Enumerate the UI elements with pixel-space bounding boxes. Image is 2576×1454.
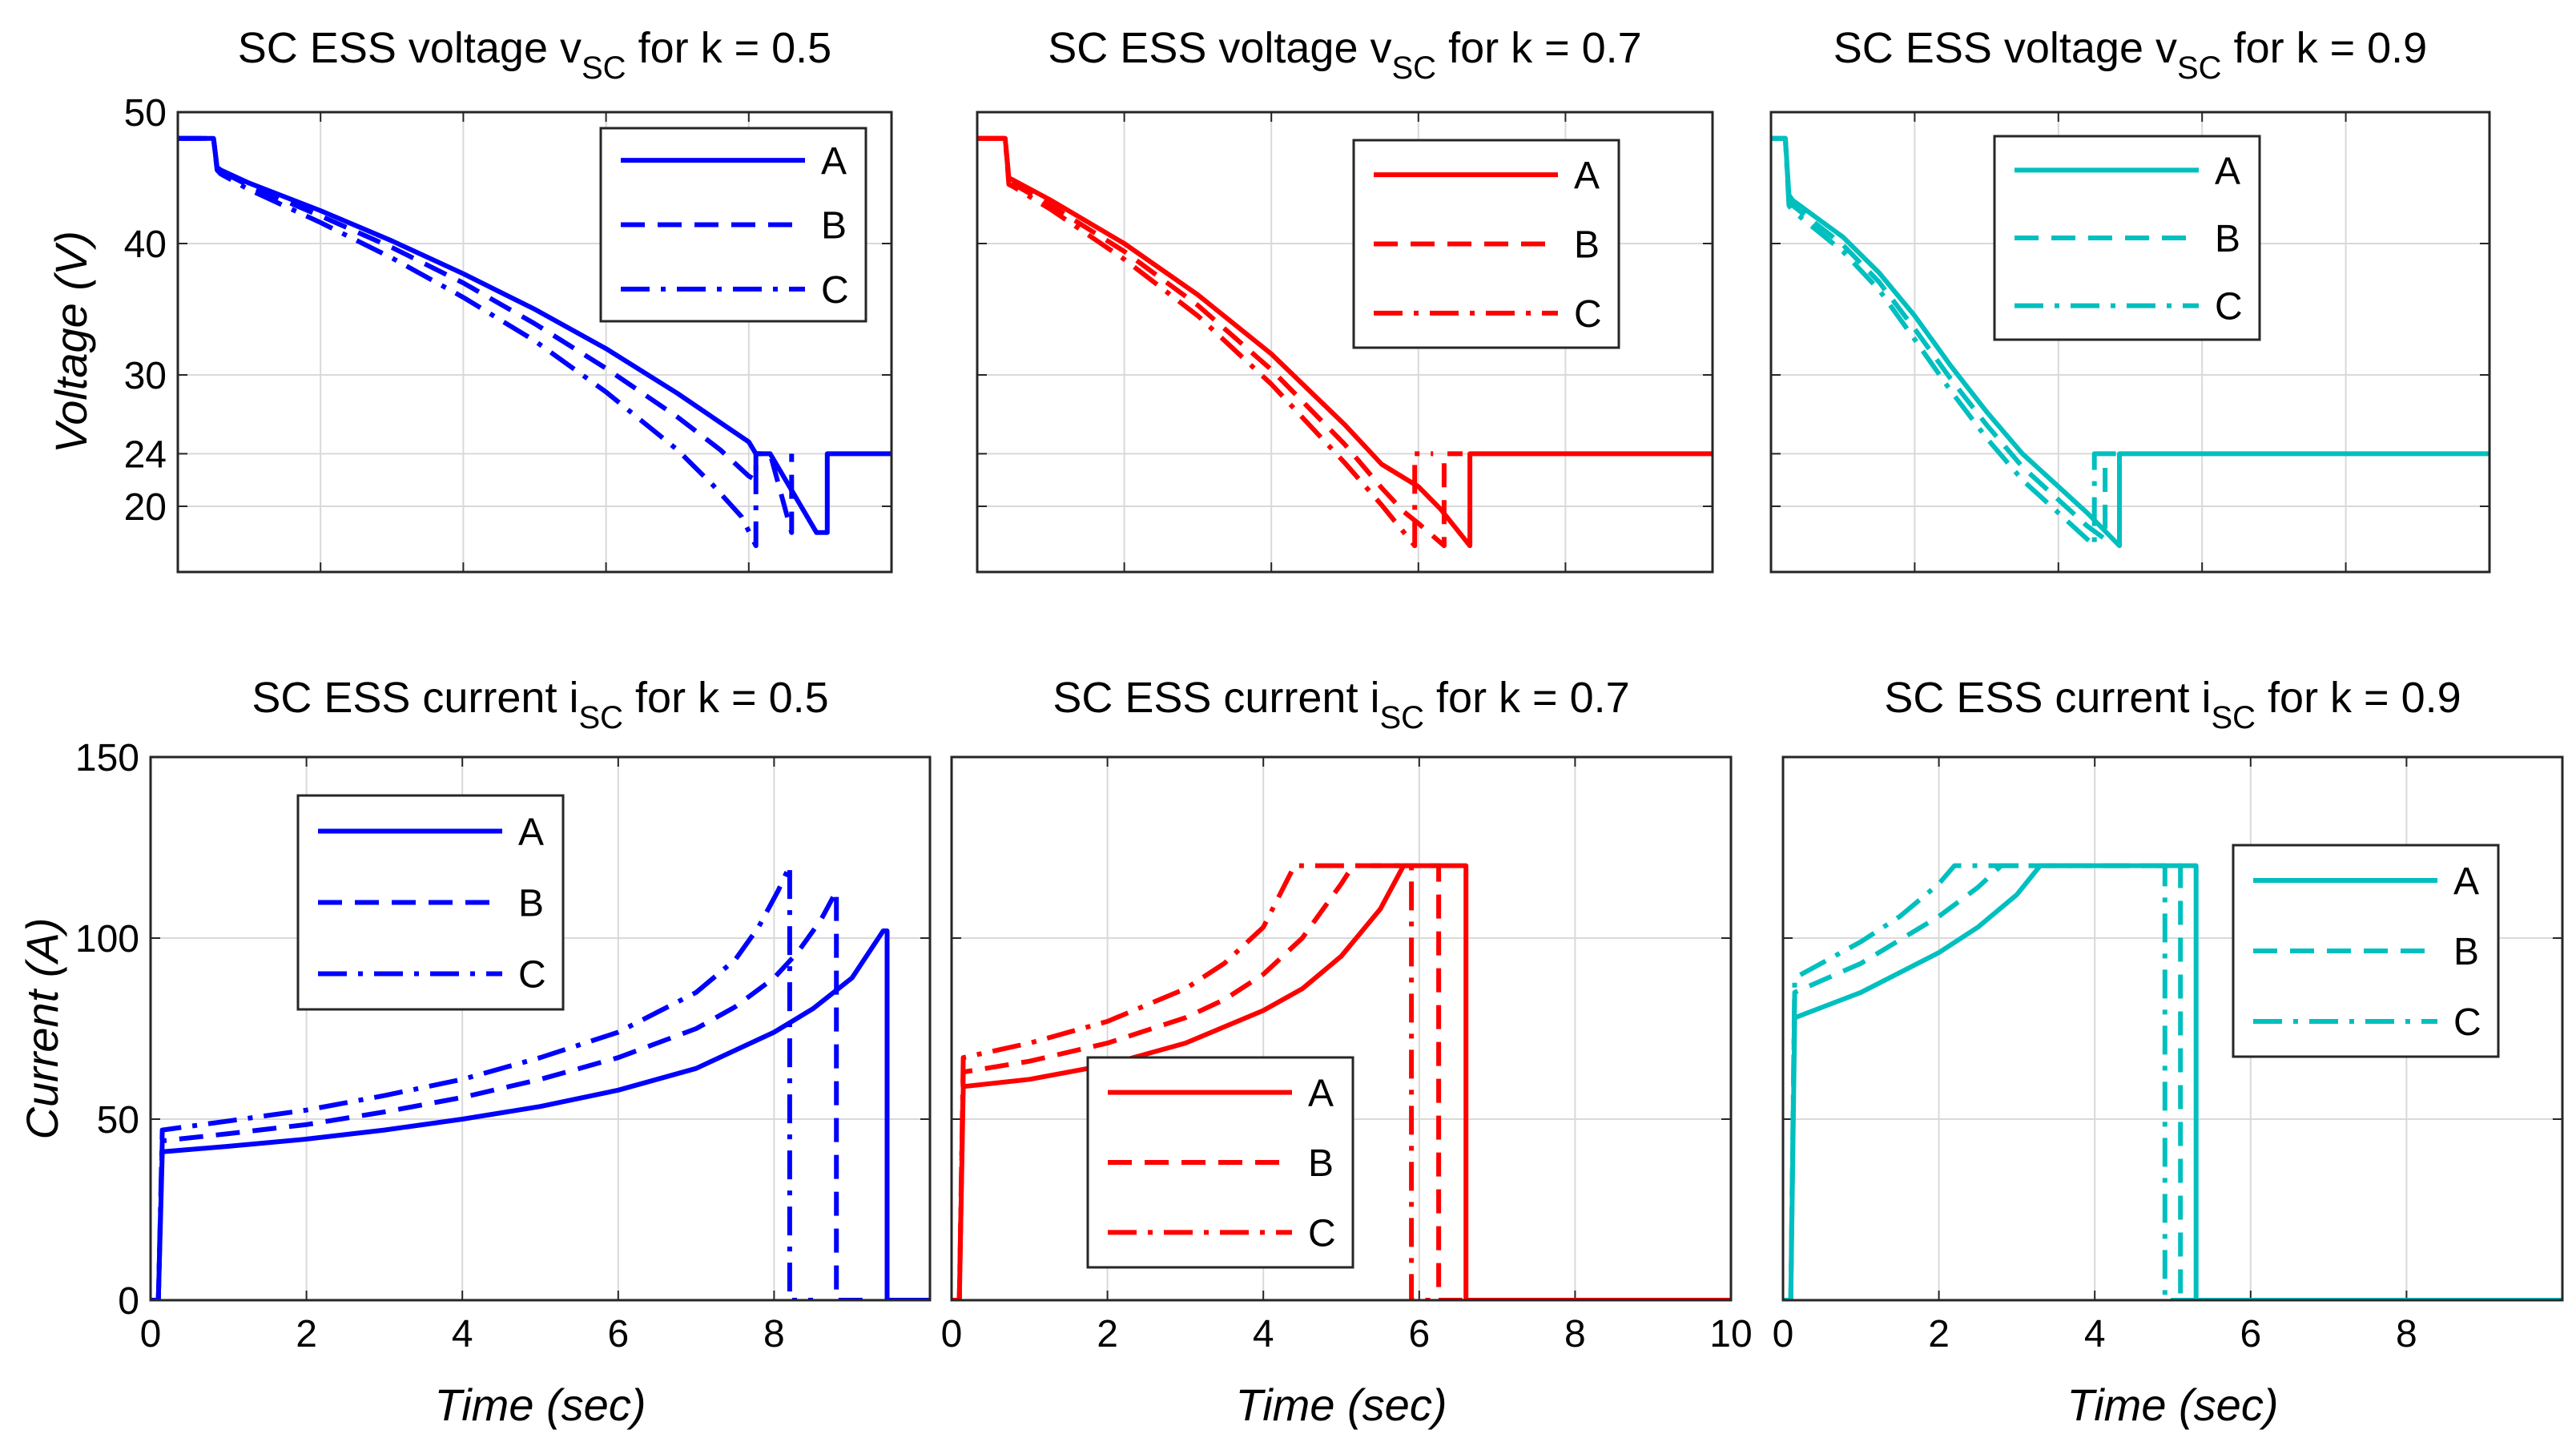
chart-title: SC ESS current iSC for k = 0.5: [252, 674, 828, 735]
series-line-c: [1783, 863, 2188, 1300]
series-line-a: [151, 928, 930, 1300]
legend-label-a: A: [1574, 155, 1600, 197]
series-line-c: [977, 135, 1434, 549]
chart-title: SC ESS current iSC for k = 0.9: [1884, 674, 2461, 735]
x-tick-label: 4: [1253, 1313, 1274, 1355]
legend: ABC: [1086, 1056, 1354, 1269]
chart-panel-4: 0 2 4 6 8 0 50 100 150 SC ESS current iSC for k =…: [17, 674, 932, 1430]
series-group: [151, 863, 930, 1300]
x-axis-label: Time (sec): [2067, 1379, 2279, 1430]
chart-panel-2: SC ESS voltage vSC for k = 0.7 ABC: [976, 24, 1714, 574]
series-line-a: [952, 863, 1731, 1300]
series-line-c: [178, 135, 771, 549]
legend-label-a: A: [821, 140, 847, 183]
x-tick-label: 2: [296, 1313, 317, 1355]
legend-label-c: C: [518, 954, 546, 997]
legend-label-a: A: [2453, 860, 2479, 903]
legend-label-c: C: [2215, 286, 2243, 328]
legend-label-c: C: [1308, 1212, 1336, 1255]
legend: ABC: [1352, 139, 1620, 349]
x-tick-label: 8: [1564, 1313, 1586, 1355]
legend-label-b: B: [2453, 931, 2479, 973]
x-tick-label: 0: [140, 1313, 162, 1355]
chart-panel-6: 0 2 4 6 8 SC ESS current iSC for k = 0.9 Time …: [1773, 674, 2564, 1430]
chart-panel-5: 0 2 4 6 8 10 SC ESS current iSC for k = 0.7 Tim…: [941, 674, 1753, 1430]
y-tick-label: 100: [75, 918, 139, 961]
y-axis-label: Current (A): [17, 918, 67, 1140]
x-tick-label: 4: [452, 1313, 473, 1355]
series-group: [977, 135, 1713, 549]
series-line-a: [178, 135, 892, 535]
series-line-b: [952, 863, 1467, 1300]
x-tick-label: 2: [1928, 1313, 1950, 1355]
legend-label-a: A: [518, 812, 544, 854]
series-group: [1771, 135, 2489, 549]
legend: ABC: [296, 794, 565, 1011]
y-axis-label: Voltage (V): [46, 231, 96, 453]
x-tick-label: 8: [2396, 1313, 2417, 1355]
y-tick-label: 24: [124, 433, 167, 476]
chart-title: SC ESS voltage vSC for k = 0.9: [1833, 24, 2427, 86]
plot-frame: [976, 111, 1714, 574]
y-tick-label: 0: [118, 1280, 139, 1323]
chart-panel-3: SC ESS voltage vSC for k = 0.9 ABC: [1769, 24, 2491, 574]
x-axis-label: Time (sec): [435, 1379, 646, 1430]
y-tick-label: 50: [97, 1099, 139, 1142]
series-group: [1783, 863, 2562, 1300]
series-line-b: [977, 135, 1463, 549]
legend-label-b: B: [1308, 1142, 1334, 1185]
y-tick-label: 20: [124, 486, 167, 529]
legend-label-b: B: [518, 883, 544, 925]
x-tick-label: 6: [2240, 1313, 2261, 1355]
series-line-c: [151, 863, 813, 1300]
legend-label-c: C: [2453, 1001, 2481, 1044]
legend-label-b: B: [2215, 218, 2240, 260]
y-tick-label: 40: [124, 224, 167, 266]
x-tick-label: 4: [2084, 1313, 2106, 1355]
legend: ABC: [2232, 844, 2500, 1058]
y-tick-label: 30: [124, 355, 167, 397]
x-tick-label: 0: [941, 1313, 963, 1355]
plot-frame: [950, 755, 1733, 1302]
x-tick-label: 2: [1097, 1313, 1118, 1355]
chart-title: SC ESS voltage vSC for k = 0.7: [1048, 24, 1641, 86]
series-line-b: [1783, 863, 2204, 1300]
series-line-c: [952, 863, 1435, 1300]
plot-frame: [149, 755, 932, 1302]
legend-label-b: B: [821, 205, 847, 248]
plot-frame: [1769, 111, 2491, 574]
legend-label-a: A: [1308, 1073, 1334, 1115]
chart-title: SC ESS current iSC for k = 0.7: [1053, 674, 1629, 735]
series-line-b: [151, 888, 868, 1300]
legend: ABC: [599, 127, 867, 323]
legend-label-c: C: [1574, 293, 1602, 336]
y-tick-label: 150: [75, 737, 139, 779]
x-tick-label: 0: [1773, 1313, 1794, 1355]
legend-label-a: A: [2215, 150, 2240, 192]
chart-title: SC ESS voltage vSC for k = 0.5: [238, 24, 831, 86]
series-group: [178, 135, 892, 549]
chart-panel-1: 20 24 30 40 50 SC ESS voltage vSC for k = 0.5…: [46, 24, 893, 574]
series-line-c: [1771, 135, 2106, 549]
plot-frame: [176, 111, 893, 574]
x-tick-label: 10: [1709, 1313, 1752, 1355]
series-group: [952, 863, 1731, 1300]
legend-label-b: B: [1574, 224, 1600, 267]
plot-frame: [1781, 755, 2564, 1302]
x-tick-label: 6: [607, 1313, 629, 1355]
y-tick-label: 50: [124, 92, 167, 135]
legend-label-c: C: [821, 269, 849, 312]
x-tick-label: 8: [763, 1313, 785, 1355]
x-tick-label: 6: [1408, 1313, 1430, 1355]
legend: ABC: [1993, 135, 2261, 341]
x-axis-label: Time (sec): [1236, 1379, 1447, 1430]
